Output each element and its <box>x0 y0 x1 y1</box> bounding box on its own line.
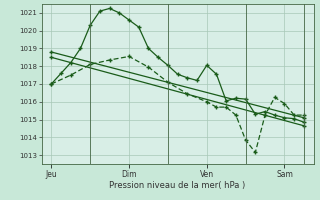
X-axis label: Pression niveau de la mer( hPa ): Pression niveau de la mer( hPa ) <box>109 181 246 190</box>
